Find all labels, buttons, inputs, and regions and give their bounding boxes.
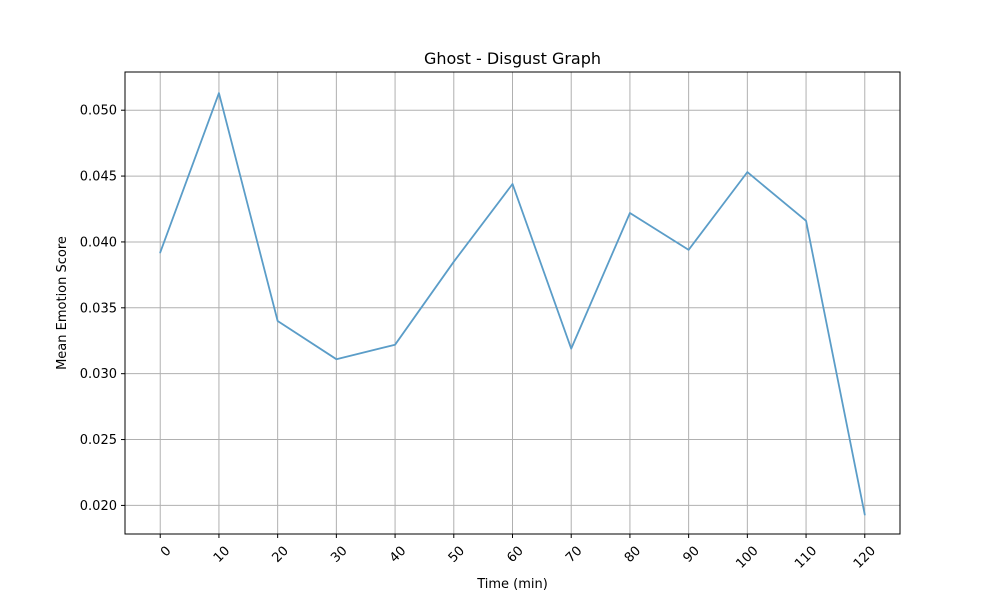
y-tick-label: 0.020	[80, 499, 117, 514]
y-tick-label: 0.045	[80, 170, 117, 185]
x-tick-label: 90	[681, 544, 703, 566]
x-axis-title: Time (min)	[476, 577, 548, 592]
x-tick-label: 110	[792, 544, 820, 572]
x-tick-label: 120	[851, 544, 879, 572]
x-tick-label: 70	[563, 544, 585, 566]
chart-title: Ghost - Disgust Graph	[424, 49, 601, 68]
y-tick-label: 0.035	[80, 301, 117, 316]
y-tick-label: 0.040	[80, 235, 117, 250]
y-tick-label: 0.050	[80, 104, 117, 119]
series-line	[159, 92, 866, 516]
x-tick-label: 0	[158, 544, 174, 560]
grid	[125, 72, 900, 534]
y-tick-label: 0.030	[80, 367, 117, 382]
x-tick-label: 30	[328, 544, 350, 566]
x-tick-label: 80	[622, 544, 644, 566]
x-tick-label: 60	[504, 544, 526, 566]
x-tick-label: 50	[446, 544, 468, 566]
y-tick-label: 0.025	[80, 433, 117, 448]
x-tick-label: 100	[733, 544, 761, 572]
x-tick-label: 40	[387, 544, 409, 566]
x-tick-label: 20	[270, 544, 292, 566]
y-axis-title: Mean Emotion Score	[55, 236, 70, 370]
series-layer	[159, 92, 866, 516]
ticks: 0 10 20 30 40 50 60 70 80 90 100 110 120 0.020 0.025 0.…	[80, 104, 879, 572]
x-tick-label: 10	[211, 544, 233, 566]
